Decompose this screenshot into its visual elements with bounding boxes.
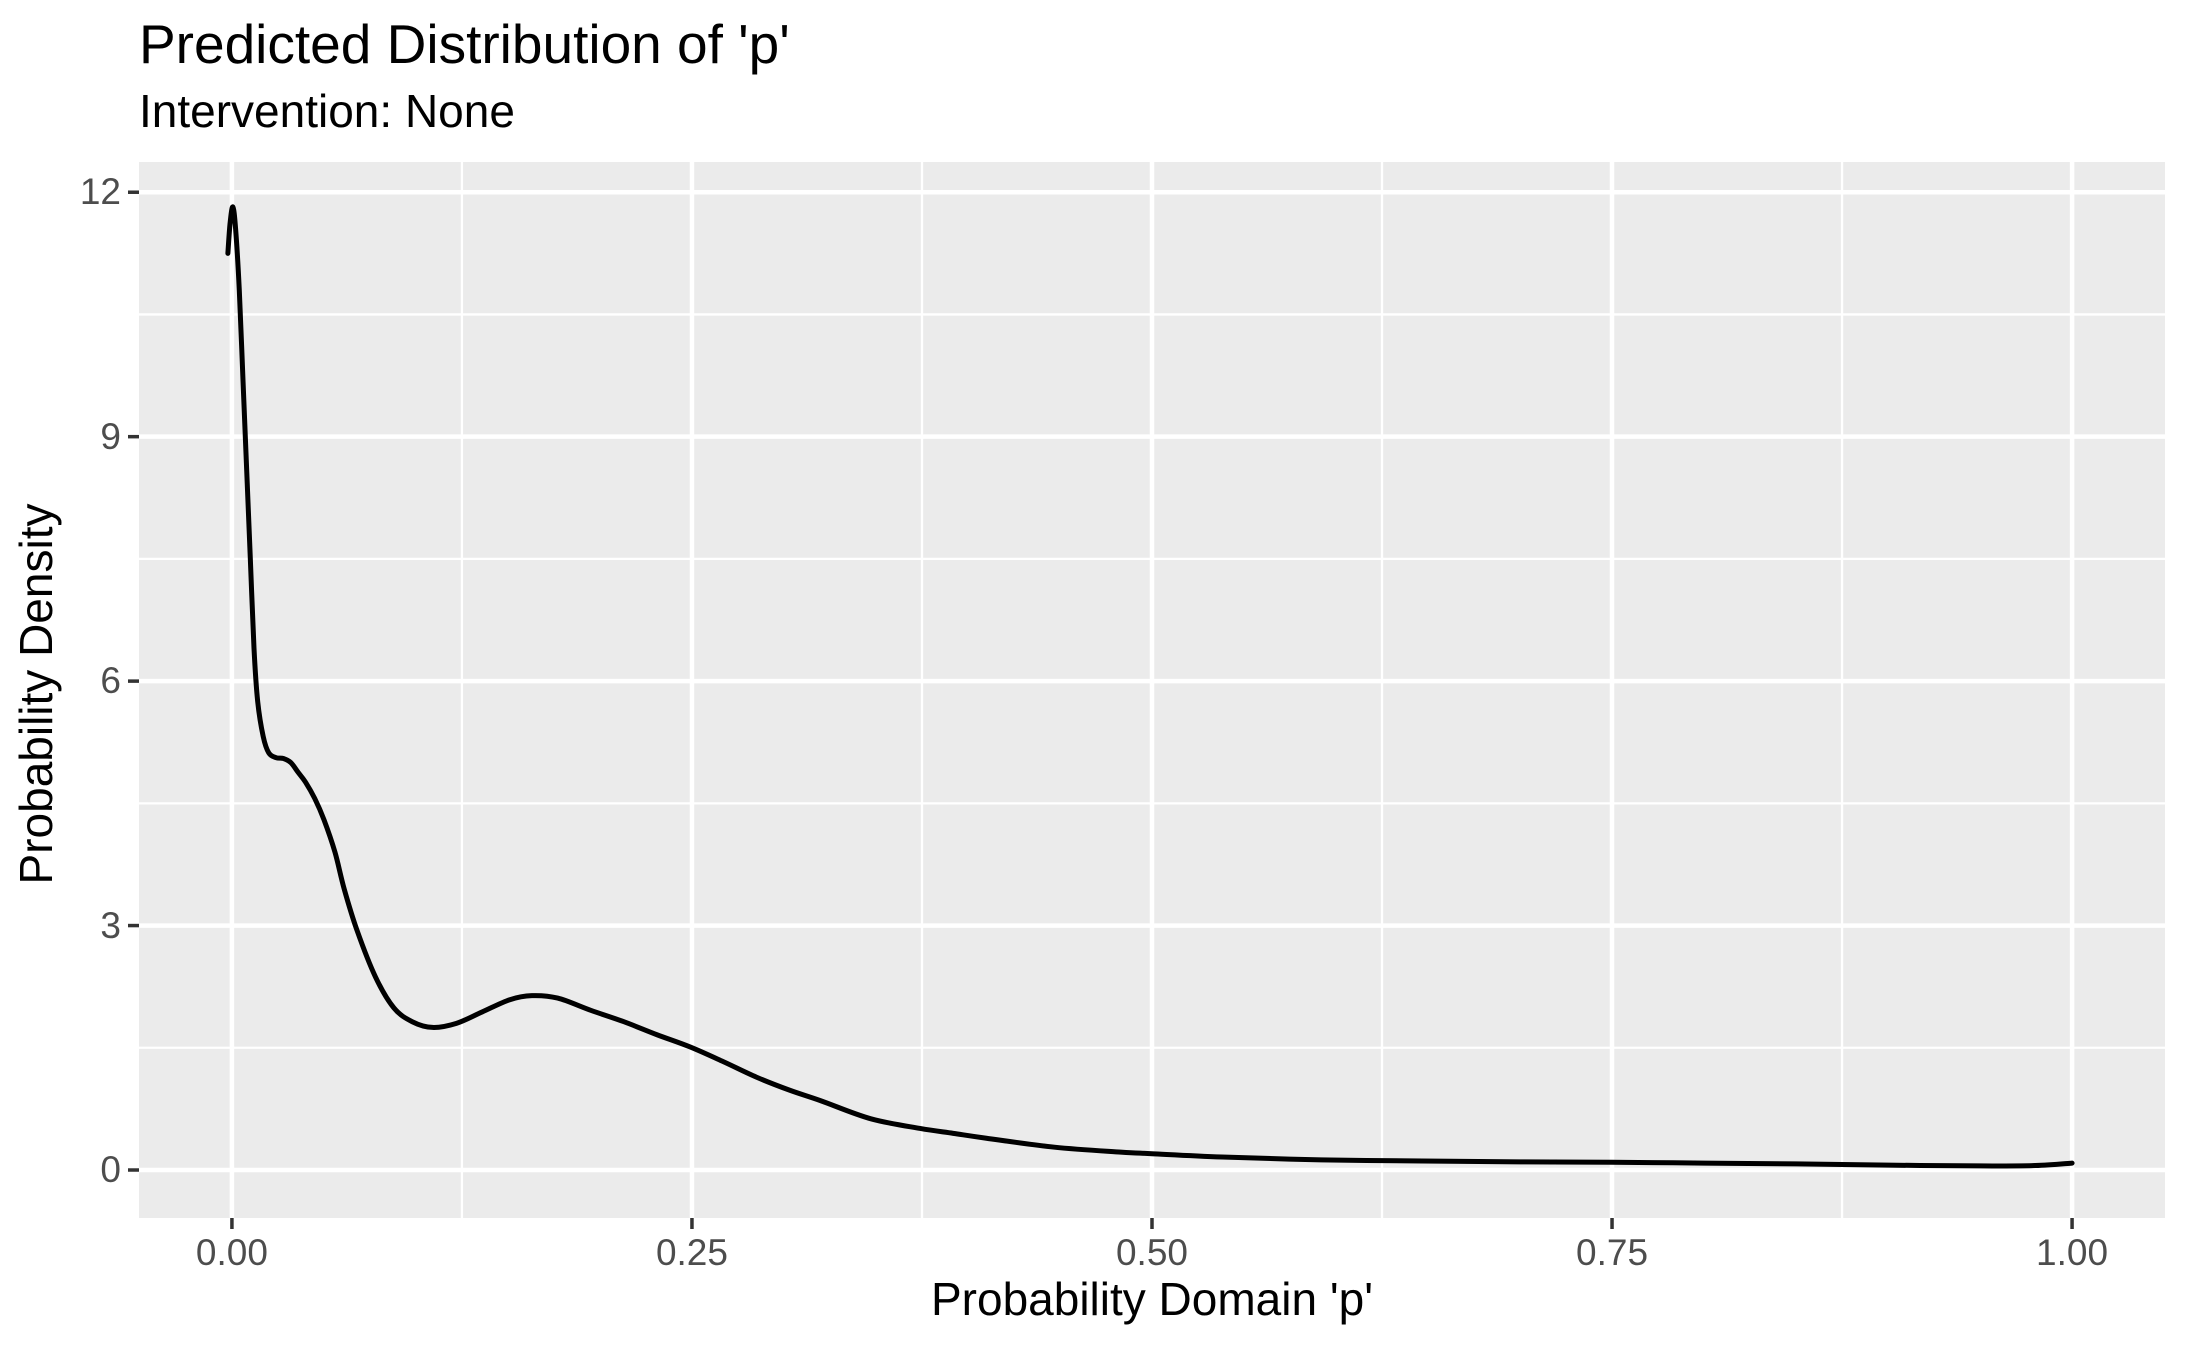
x-tick-label: 1.00 [2036,1232,2109,1273]
plot-title: Predicted Distribution of 'p' [139,13,790,75]
density-curve [225,204,2075,1169]
x-tick-label: 0.25 [655,1232,728,1273]
y-tick-label: 12 [79,171,121,213]
y-tick-label: 0 [100,1149,121,1190]
x-tick-label: 0.50 [1115,1232,1188,1273]
axis-tick-marks [128,190,2074,1229]
y-tick-label: 9 [100,415,121,457]
x-axis-title: Probability Domain 'p' [931,1273,1373,1325]
x-tick-label: 0.75 [1576,1232,1649,1273]
x-tick-label: 0.00 [195,1232,268,1273]
plot-subtitle: Intervention: None [139,85,515,137]
y-tick-label: 3 [100,904,121,946]
y-tick-label: 6 [100,660,121,702]
major-gridlines [139,162,2165,1218]
